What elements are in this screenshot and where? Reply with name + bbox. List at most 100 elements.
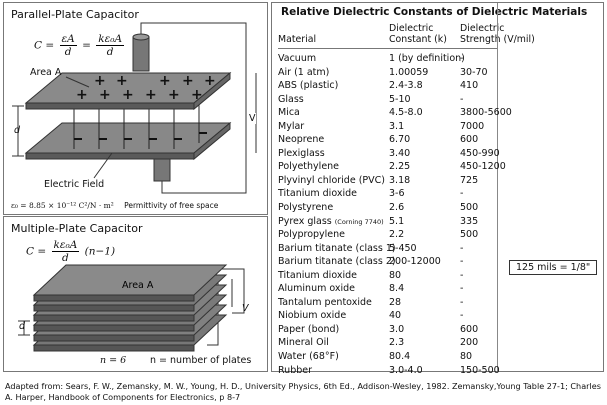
material-note: (Corning 7740) [334,217,384,226]
electric-field-label: Electric Field [44,179,105,190]
formula-denominator: d [64,46,72,58]
table-row: Plyvinyl chloride (PVC) 3.18 725 [278,174,538,188]
material-cell: Paper (bond) [278,323,339,337]
table-row: Barium titanate (class 2) 200-12000 - [278,255,538,269]
multiple-plate-formula: C = kε₀A d (n−1) [26,239,115,264]
table-row: ABS (plastic) 2.4-3.8 410 [278,79,538,93]
circuit-wire [207,268,245,314]
strength-cell: 410 [460,80,479,92]
svg-text:+: + [159,73,171,89]
column-header-strength-line1: Dielectric [460,23,505,34]
table-row: Rubber 3.0-4.0 150-500 [278,364,538,378]
bottom-terminal [153,158,171,182]
material-name: Aluminum oxide [278,283,356,295]
material-cell: Vacuum [278,52,316,66]
material-name: Water (68°F) [278,351,339,363]
permittivity-note: Permittivity of free space [124,201,219,210]
column-header-constant: Dielectric Constant (k) [389,23,447,45]
multiple-plate-title: Multiple-Plate Capacitor [11,222,143,235]
column-header-constant-line1: Dielectric [389,23,434,34]
constant-cell: 2.25 [389,161,411,173]
strength-cell: - [460,283,464,295]
n-note-label: n = number of plates [150,355,252,366]
material-name: Glass [278,93,304,105]
table-row: Mylar 3.1 7000 [278,120,538,134]
formula-lhs: C = [34,39,55,52]
top-plate-edge [25,102,195,110]
table-row: Air (1 atm) 1.00059 30-70 [278,66,538,80]
table-row: Vacuum 1 (by definition) - [278,52,538,66]
formula-fraction-1: εA d [59,33,77,58]
table-row: Water (68°F) 80.4 80 [278,350,538,364]
table-row: Titanium dioxide 80 - [278,269,538,283]
negative-charges [74,132,207,140]
table-row: Titanium dioxide 3-6 - [278,187,538,201]
area-label: Area A [122,280,154,291]
constant-cell: 2.3 [389,337,405,349]
column-header-material: Material [278,34,317,45]
constant-cell: 3.0-4.0 [389,364,423,376]
material-name: ABS (plastic) [278,80,339,92]
dielectric-table-panel: Relative Dielectric Constants of Dielect… [271,2,604,376]
material-cell: Glass [278,93,304,107]
svg-text:+: + [76,87,88,103]
strength-cell: 725 [460,174,479,186]
constant-cell: 3-6 [389,188,405,200]
table-row: Mineral Oil 2.3 200 [278,336,538,350]
multiple-plate-panel: Multiple-Plate Capacitor C = kε₀A d (n−1… [3,216,268,372]
material-name: Paper (bond) [278,323,340,335]
column-header-constant-line2: Constant (k) [389,34,447,45]
strength-cell: 500 [460,202,479,214]
material-name: Air (1 atm) [278,66,330,78]
constant-cell: 3.40 [389,147,411,159]
strength-cell: 600 [460,323,479,335]
strength-cell: 335 [460,215,479,227]
svg-text:+: + [145,87,157,103]
constant-cell: 40 [389,310,402,322]
area-pointer [65,76,90,88]
constant-cell: 200-12000 [389,256,441,268]
material-cell: Polypropylene [278,228,345,242]
material-cell: Polyethylene [278,160,339,174]
material-cell: Mylar [278,120,304,134]
material-cell: Titanium dioxide [278,269,357,283]
plate-stack [32,264,228,352]
material-cell: Aluminum oxide [278,282,355,296]
svg-text:+: + [94,73,106,89]
strength-cell: - [460,53,464,64]
constant-cell: 3.18 [389,174,411,186]
table-row: Polypropylene 2.2 500 [278,228,538,242]
constant-cell: 1.00059 [389,66,429,78]
material-cell: Tantalum pentoxide [278,296,372,310]
material-cell: Water (68°F) [278,350,339,364]
constant-cell: 3.0 [389,323,405,335]
strength-cell: 450-990 [460,147,500,159]
formula-denominator: d [62,252,69,264]
constant-cell: 2.4-3.8 [389,80,423,92]
formula-lhs: C = [26,245,47,258]
material-name: Plyvinyl chloride (PVC) [278,174,385,186]
header-divider [278,48,498,49]
constant-cell: 80 [389,269,402,281]
table-row: Polystyrene 2.6 500 [278,201,538,215]
top-plate-side [193,71,231,111]
constant-cell: 80.4 [389,351,411,363]
svg-text:+: + [191,87,203,103]
field-arrows [73,101,200,149]
material-name: Mylar [278,120,305,132]
table-row: Neoprene 6.70 600 [278,133,538,147]
material-name: Mineral Oil [278,337,329,349]
strength-cell: 450-1200 [460,161,506,173]
svg-text:+: + [122,87,134,103]
formula-tail: (n−1) [84,245,116,258]
v-label: V [242,303,249,314]
table-row: Plexiglass 3.40 450-990 [278,147,538,161]
material-name: Neoprene [278,134,325,146]
strength-cell: 30-70 [460,66,488,78]
bottom-plate-side [193,121,231,161]
parallel-plate-title: Parallel-Plate Capacitor [11,8,139,21]
constant-cell: 5-10 [389,93,411,105]
constant-cell: 4.5-8.0 [389,107,423,119]
material-cell: Neoprene [278,133,324,147]
parallel-plate-diagram: + + + + + + + + + + + [12,22,257,194]
